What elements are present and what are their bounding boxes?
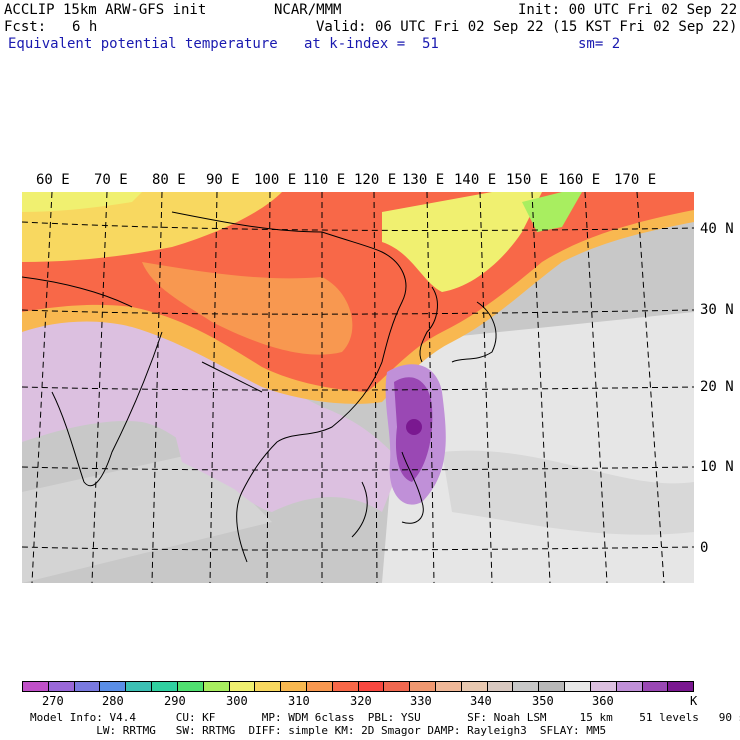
colorbar-swatch <box>642 682 669 691</box>
field-name: Equivalent potential temperature <box>8 36 278 52</box>
colorbar-tick: 350 <box>532 694 554 708</box>
colorbar-swatch <box>358 682 385 691</box>
forecast-label: Fcst: <box>4 19 47 35</box>
model-info-line2: LW: RRTMG SW: RRTMG DIFF: simple KM: 2D … <box>30 724 607 737</box>
valid-time: Valid: 06 UTC Fri 02 Sep 22 (15 KST Fri … <box>316 19 738 35</box>
colorbar-tick: 270 <box>42 694 64 708</box>
model-info-line1: Model Info: V4.4 CU: KF MP: WDM 6class P… <box>30 711 740 724</box>
colorbar-tick: 290 <box>164 694 186 708</box>
colorbar-swatch <box>668 682 694 691</box>
lon-label: 120 E <box>354 172 397 188</box>
lon-label: 150 E <box>506 172 549 188</box>
colorbar-swatch <box>74 682 101 691</box>
colorbar-swatch <box>410 682 436 691</box>
colorbar-swatch <box>461 682 488 691</box>
colorbar-swatch <box>126 682 153 691</box>
center-label: NCAR/MMM <box>274 2 342 18</box>
lat-label: 20 N <box>700 379 734 395</box>
colorbar-tick: 300 <box>226 694 248 708</box>
lon-label: 170 E <box>614 172 657 188</box>
colorbar-swatch <box>565 682 591 691</box>
colorbar-swatch <box>152 682 178 691</box>
colorbar-tick: 340 <box>470 694 492 708</box>
colorbar-swatch <box>384 682 411 691</box>
colorbar-tick: 330 <box>410 694 432 708</box>
colorbar-swatch <box>48 682 75 691</box>
colorbar-tick: 320 <box>350 694 372 708</box>
lon-label: 60 E <box>36 172 70 188</box>
smoothing-value: sm= 2 <box>578 36 621 52</box>
colorbar-swatch <box>281 682 307 691</box>
colorbar-swatch <box>590 682 617 691</box>
colorbar-swatch <box>177 682 204 691</box>
colorbar-tick: 360 <box>592 694 614 708</box>
level-index: at k-index = 51 <box>304 36 439 52</box>
lon-label: 70 E <box>94 172 128 188</box>
lon-label: 90 E <box>206 172 240 188</box>
colorbar-swatch <box>23 682 49 691</box>
lon-label: 110 E <box>303 172 346 188</box>
lon-label: 100 E <box>254 172 297 188</box>
colorbar-unit: K <box>690 694 698 708</box>
colorbar-swatch <box>539 682 566 691</box>
colorbar-tick: 310 <box>288 694 310 708</box>
colorbar-swatch <box>616 682 643 691</box>
lon-label: 130 E <box>402 172 445 188</box>
colorbar-swatch <box>513 682 540 691</box>
colorbar-swatch <box>332 682 359 691</box>
colorbar-swatch <box>203 682 230 691</box>
init-time: Init: 00 UTC Fri 02 Sep 22 <box>518 2 738 18</box>
colorbar-tick: 280 <box>102 694 124 708</box>
lon-label: 80 E <box>152 172 186 188</box>
lat-label: 10 N <box>700 459 734 475</box>
color-bar <box>22 681 694 692</box>
forecast-hour: 6 h <box>72 19 98 35</box>
theta-e-map <box>22 192 694 583</box>
model-title: ACCLIP 15km ARW-GFS init <box>4 2 207 18</box>
colorbar-swatch <box>255 682 282 691</box>
lat-label: 0 <box>700 540 709 556</box>
colorbar-swatch <box>436 682 462 691</box>
colorbar-swatch <box>306 682 333 691</box>
colorbar-swatch <box>100 682 127 691</box>
lon-label: 140 E <box>454 172 497 188</box>
colorbar-swatch <box>487 682 514 691</box>
lon-label: 160 E <box>558 172 601 188</box>
lat-label: 30 N <box>700 302 734 318</box>
colorbar-swatch <box>229 682 256 691</box>
lat-label: 40 N <box>700 221 734 237</box>
